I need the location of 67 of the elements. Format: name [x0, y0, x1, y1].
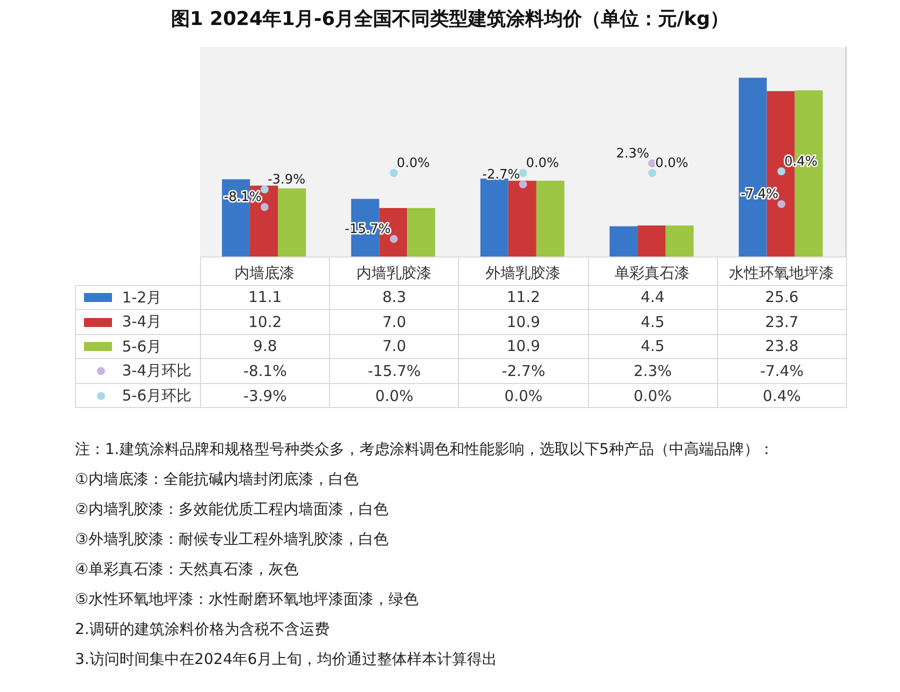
- data-label: -7.4%: [717, 358, 846, 384]
- data-label: 2.3%: [588, 358, 718, 384]
- text: ②内墙乳胶漆：多效能优质工程内墙面漆，白色: [75, 500, 388, 519]
- text: -3.9%: [268, 172, 306, 188]
- bar: [278, 188, 306, 257]
- text: 2.3%: [616, 146, 650, 162]
- bar: [508, 180, 536, 257]
- text: 注：1.建筑涂料品牌和规格型号种类众多，考虑涂料调色和性能影响，选取以下5种产品（中高端品牌）：: [75, 440, 774, 459]
- legend-label: 1-2月: [122, 288, 162, 306]
- point: [648, 169, 656, 177]
- bar: [536, 180, 564, 257]
- data-label: 10.9: [458, 310, 588, 334]
- text: 3.访问时间集中在2024年6月上旬，均价通过整体样本计算得出: [75, 650, 498, 669]
- data-label: 4.5: [588, 310, 718, 334]
- point: [519, 180, 527, 188]
- x-tick-label: 单彩真石漆: [614, 264, 690, 282]
- text: ④单彩真石漆：天然真石漆，灰色: [75, 560, 298, 579]
- data-label: 10.9: [458, 334, 588, 359]
- data-label: -2.7%: [458, 358, 588, 384]
- x-tick-label: 内墙乳胶漆: [356, 264, 432, 282]
- data-label: 23.8: [717, 334, 846, 359]
- legend-label: 3-4月: [122, 312, 162, 331]
- bar: [638, 226, 666, 257]
- point: [777, 200, 786, 208]
- text: -2.7%: [482, 167, 520, 182]
- data-label: 0.4%: [717, 383, 846, 408]
- chart-title: 图1 2024年1月-6月全国不同类型建筑涂料均价（单位：元/kg）: [170, 7, 730, 32]
- text: 0.0%: [396, 156, 430, 171]
- data-label: -3.9%: [200, 383, 330, 408]
- x-tick-label: 外墙乳胶漆: [486, 264, 560, 282]
- point: [519, 169, 527, 177]
- data-label: 23.7: [717, 310, 846, 334]
- text: ③外墙乳胶漆：耐候专业工程外墙乳胶漆，白色: [75, 530, 388, 549]
- bar: [610, 226, 638, 257]
- data-label: 4.4: [588, 285, 718, 310]
- data-label: 0.0%: [330, 383, 459, 408]
- data-label: 0.0%: [588, 383, 718, 408]
- point: [390, 234, 398, 243]
- bar: [666, 226, 694, 257]
- data-label: 11.2: [458, 285, 588, 310]
- bar: [407, 208, 436, 257]
- text: 0.0%: [655, 156, 688, 171]
- text: 2.调研的建筑涂料价格为含税不含运费: [75, 620, 330, 639]
- data-label: 7.0: [330, 334, 459, 359]
- x-tick-label: 内墙底漆: [234, 264, 295, 282]
- data-label: 4.5: [588, 334, 718, 359]
- data-label: 25.6: [717, 285, 846, 310]
- point: [260, 185, 269, 194]
- text: 0.0%: [526, 156, 560, 171]
- data-label: 8.3: [330, 285, 459, 310]
- legend-label: 5-6月: [122, 337, 162, 356]
- legend-label: 3-4月环比: [122, 362, 192, 380]
- legend-label: 5-6月环比: [122, 386, 192, 404]
- data-label: -8.1%: [200, 358, 330, 384]
- data-label: 9.8: [200, 334, 330, 359]
- bar: [480, 178, 508, 257]
- text: ⑤水性环氧地坪漆：水性耐磨环氧地坪漆面漆，绿色: [75, 590, 418, 609]
- data-label: 11.1: [200, 285, 330, 310]
- data-label: 0.0%: [458, 383, 588, 408]
- point: [777, 167, 786, 176]
- point: [260, 203, 269, 212]
- x-tick-label: 水性环氧地坪漆: [728, 264, 834, 282]
- data-label: 7.0: [330, 310, 459, 334]
- point: [390, 169, 398, 177]
- data-label: 10.2: [200, 310, 330, 334]
- text: ①内墙底漆：全能抗碱内墙封闭底漆，白色: [75, 470, 358, 489]
- data-label: -15.7%: [330, 358, 459, 384]
